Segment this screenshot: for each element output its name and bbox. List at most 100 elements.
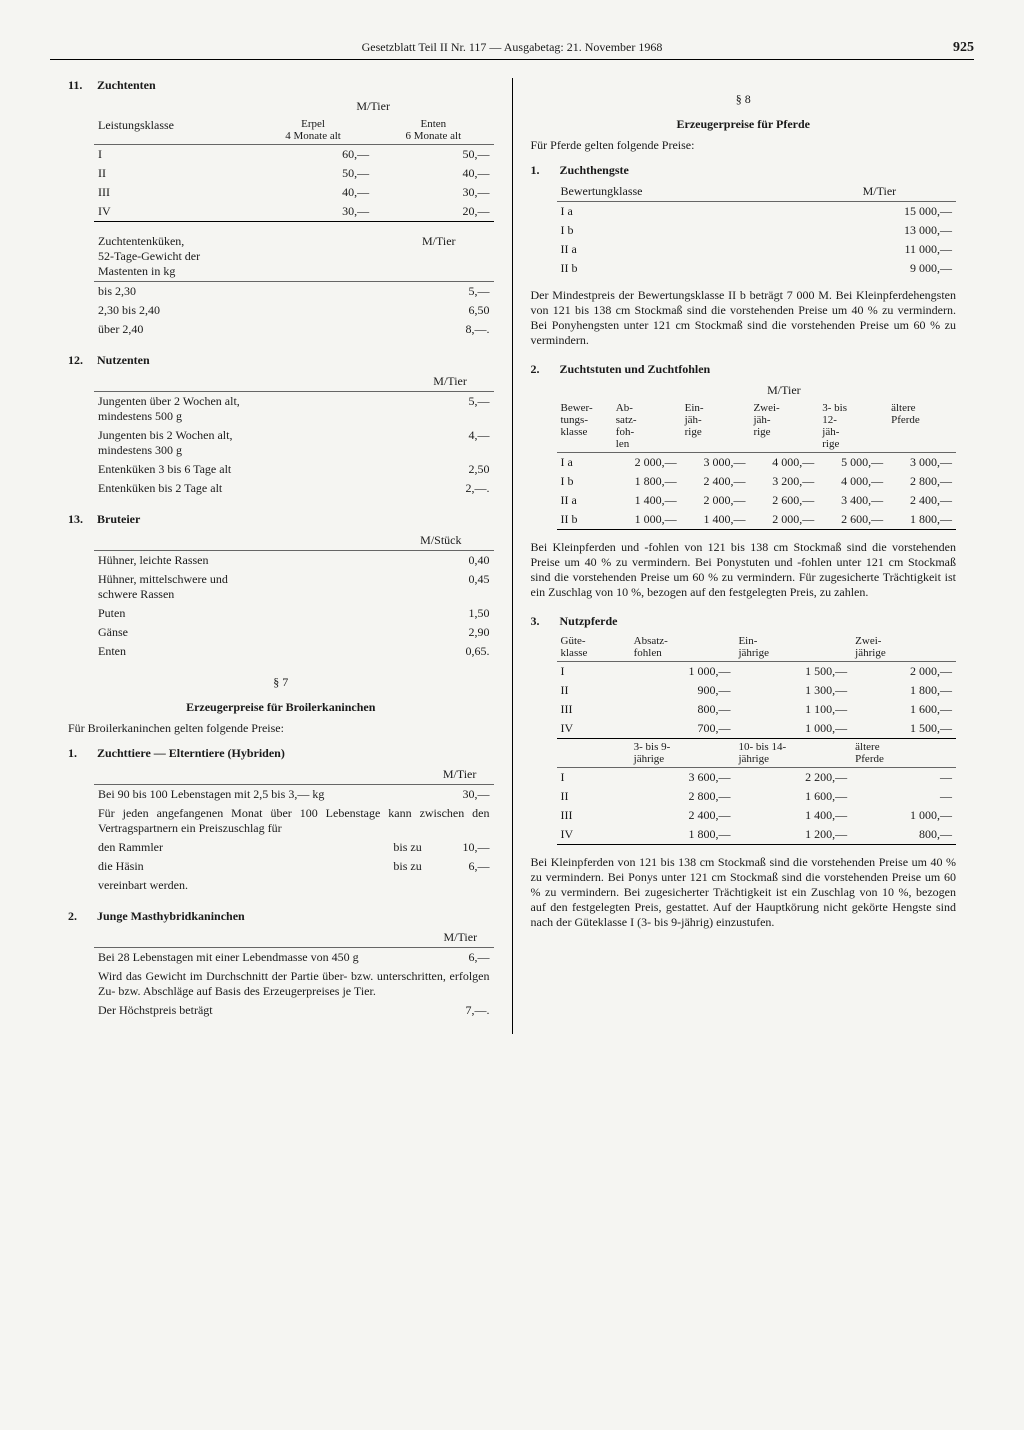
cell: Bei 28 Lebenstagen mit einer Lebendmasse… bbox=[94, 948, 427, 968]
table-nutzpferde-1: Güte- klasse Absatz- fohlen Ein- jährige… bbox=[557, 633, 957, 845]
cell: 1 800,— bbox=[612, 472, 681, 491]
para-7-num: § 7 bbox=[68, 675, 494, 690]
table-zuchtenten-sub: Zuchtentenküken, 52-Tage-Gewicht der Mas… bbox=[94, 232, 494, 339]
cell: — bbox=[851, 768, 956, 788]
header-title: Gesetzblatt Teil II Nr. 117 — Ausgabetag… bbox=[362, 40, 663, 55]
col-header: 10- bis 14- jährige bbox=[734, 739, 851, 768]
cell: Wird das Gewicht im Durchschnitt der Par… bbox=[94, 967, 494, 1001]
cell: Jungenten bis 2 Wochen alt, mindestens 3… bbox=[94, 426, 407, 460]
sec-num: 11. bbox=[68, 78, 94, 93]
right-column: § 8 Erzeugerpreise für Pferde Für Pferde… bbox=[513, 78, 975, 1034]
cell: 2 200,— bbox=[734, 768, 851, 788]
section-8-2: 2. Zuchtstuten und Zuchtfohlen M/Tier Be… bbox=[531, 362, 957, 600]
cell: III bbox=[94, 183, 253, 202]
cell: 800,— bbox=[851, 825, 956, 845]
cell: II a bbox=[557, 240, 803, 259]
cell: 40,— bbox=[253, 183, 373, 202]
cell: 20,— bbox=[373, 202, 493, 222]
cell: 1 800,— bbox=[630, 825, 735, 845]
cell: 6,— bbox=[426, 857, 494, 876]
cell: 1 500,— bbox=[851, 719, 956, 739]
col-header: 3- bis 12- jäh- rige bbox=[818, 400, 887, 453]
col-header: M/Tier bbox=[803, 182, 956, 202]
cell: 5 000,— bbox=[818, 453, 887, 473]
cell: I bbox=[557, 662, 630, 682]
sec-num: 3. bbox=[531, 614, 557, 629]
cell: 15 000,— bbox=[803, 202, 956, 222]
cell: 0,65. bbox=[388, 642, 493, 661]
sec-num: 1. bbox=[68, 746, 94, 761]
cell: 1 000,— bbox=[630, 662, 735, 682]
cell: 8,—. bbox=[384, 320, 494, 339]
cell: 7,—. bbox=[427, 1001, 493, 1020]
unit: M/Tier bbox=[427, 928, 493, 948]
cell: 13 000,— bbox=[803, 221, 956, 240]
cell: 2,30 bis 2,40 bbox=[94, 301, 384, 320]
section-8-3: 3. Nutzpferde Güte- klasse Absatz- fohle… bbox=[531, 614, 957, 930]
cell: 2 800,— bbox=[887, 472, 956, 491]
cell: 6,50 bbox=[384, 301, 494, 320]
col-header: Leistungsklasse bbox=[94, 116, 253, 145]
cell: I a bbox=[557, 202, 803, 222]
cell: I b bbox=[557, 221, 803, 240]
columns: 11. Zuchtenten M/Tier Leistungsklasse Er… bbox=[50, 78, 974, 1034]
cell: 800,— bbox=[630, 700, 735, 719]
cell: vereinbart werden. bbox=[94, 876, 494, 895]
sec-title: Zuchthengste bbox=[560, 163, 629, 177]
sec-num: 13. bbox=[68, 512, 94, 527]
cell: 700,— bbox=[630, 719, 735, 739]
cell: bis zu bbox=[313, 857, 426, 876]
section-13: 13. Bruteier M/Stück Hühner, leichte Ras… bbox=[68, 512, 494, 661]
cell: 1 000,— bbox=[734, 719, 851, 739]
cell: 1 100,— bbox=[734, 700, 851, 719]
note-8-1: Der Mindestpreis der Bewertungsklasse II… bbox=[531, 288, 957, 348]
cell: Für jeden angefangenen Monat über 100 Le… bbox=[94, 804, 494, 838]
cell: 1 000,— bbox=[612, 510, 681, 530]
sec-title: Bruteier bbox=[97, 512, 140, 526]
para-7-title: Erzeugerpreise für Broilerkaninchen bbox=[68, 700, 494, 715]
unit: M/Stück bbox=[388, 531, 493, 551]
unit: M/Tier bbox=[384, 232, 494, 282]
col-header: Bewer- tungs- klasse bbox=[557, 400, 612, 453]
cell: 1 400,— bbox=[681, 510, 750, 530]
cell: Bei 90 bis 100 Lebenstagen mit 2,5 bis 3… bbox=[94, 785, 426, 805]
cell: II b bbox=[557, 510, 612, 530]
table-masthybrid: M/Tier Bei 28 Lebenstagen mit einer Lebe… bbox=[94, 928, 494, 1020]
cell: — bbox=[851, 787, 956, 806]
cell: 2 000,— bbox=[851, 662, 956, 682]
section-11: 11. Zuchtenten M/Tier Leistungsklasse Er… bbox=[68, 78, 494, 339]
cell: 11 000,— bbox=[803, 240, 956, 259]
sec-title: Zuchtenten bbox=[97, 78, 156, 92]
sec-num: 2. bbox=[68, 909, 94, 924]
cell: 50,— bbox=[373, 145, 493, 165]
sec-title: Nutzpferde bbox=[560, 614, 618, 628]
para-8-num: § 8 bbox=[531, 92, 957, 107]
sec-num: 1. bbox=[531, 163, 557, 178]
page-number: 925 bbox=[953, 40, 974, 56]
cell: IV bbox=[557, 825, 630, 845]
cell: 0,45 bbox=[388, 570, 493, 604]
cell: I bbox=[557, 768, 630, 788]
sec-num: 2. bbox=[531, 362, 557, 377]
cell: 30,— bbox=[253, 202, 373, 222]
col-header: Ab- satz- foh- len bbox=[612, 400, 681, 453]
col-header: Erpel 4 Monate alt bbox=[253, 116, 373, 145]
col-header: Bewertungklasse bbox=[557, 182, 803, 202]
cell: 4,— bbox=[407, 426, 494, 460]
cell: III bbox=[557, 806, 630, 825]
cell: Puten bbox=[94, 604, 388, 623]
cell: Hühner, leichte Rassen bbox=[94, 551, 388, 571]
cell: 30,— bbox=[426, 785, 494, 805]
cell: II bbox=[557, 681, 630, 700]
cell: 2,—. bbox=[407, 479, 494, 498]
cell: 0,40 bbox=[388, 551, 493, 571]
table-nutzenten: M/Tier Jungenten über 2 Wochen alt, mind… bbox=[94, 372, 494, 498]
table-bruteier: M/Stück Hühner, leichte Rassen0,40 Hühne… bbox=[94, 531, 494, 661]
para-7-intro: Für Broilerkaninchen gelten folgende Pre… bbox=[68, 721, 494, 736]
cell: 30,— bbox=[373, 183, 493, 202]
cell: 2 800,— bbox=[630, 787, 735, 806]
cell: 1,50 bbox=[388, 604, 493, 623]
cell: 40,— bbox=[373, 164, 493, 183]
cell: den Rammler bbox=[94, 838, 313, 857]
section-8-1: 1. Zuchthengste Bewertungklasse M/Tier I… bbox=[531, 163, 957, 348]
